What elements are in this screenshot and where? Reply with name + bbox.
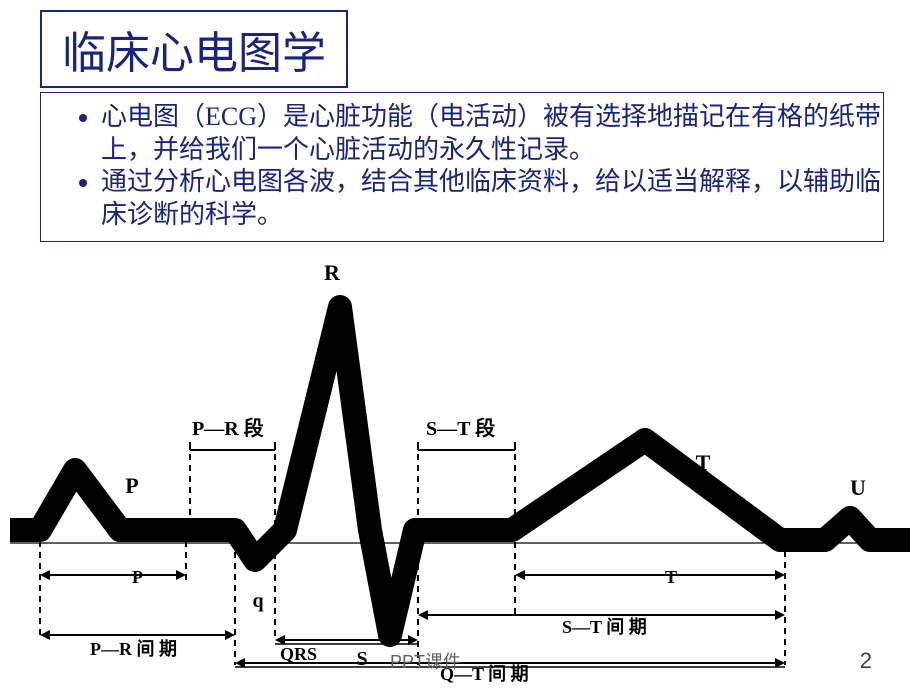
content-box: 心电图（ECG）是心脏功能（电活动）被有选择地描记在有格的纸带上，并给我们一个心… bbox=[40, 92, 884, 242]
svg-text:R: R bbox=[324, 260, 341, 285]
svg-text:q: q bbox=[252, 590, 263, 612]
title-box: 临床心电图学 bbox=[40, 10, 348, 88]
svg-text:S—T 段: S—T 段 bbox=[426, 416, 495, 440]
svg-text:P—R 段: P—R 段 bbox=[192, 416, 264, 440]
footer-label: PPT课件 bbox=[390, 648, 461, 674]
svg-text:U: U bbox=[850, 475, 866, 500]
svg-text:P: P bbox=[132, 567, 143, 587]
svg-text:QRS: QRS bbox=[280, 644, 317, 664]
page-number: 2 bbox=[860, 648, 872, 674]
svg-text:S: S bbox=[356, 648, 367, 670]
svg-text:S—T 间 期: S—T 间 期 bbox=[562, 617, 647, 637]
svg-text:P: P bbox=[125, 473, 138, 498]
bullet-item: 心电图（ECG）是心脏功能（电活动）被有选择地描记在有格的纸带上，并给我们一个心… bbox=[101, 101, 883, 166]
svg-text:T: T bbox=[696, 450, 711, 475]
bullet-item: 通过分析心电图各波，结合其他临床资料，给以适当解释，以辅助临床诊断的科学。 bbox=[101, 166, 883, 231]
ecg-diagram: RPTUqSP—R 段S—T 段PTP—R 间 期QRSS—T 间 期Q—T 间… bbox=[10, 255, 910, 685]
svg-text:T: T bbox=[665, 567, 677, 587]
bullet-list: 心电图（ECG）是心脏功能（电活动）被有选择地描记在有格的纸带上，并给我们一个心… bbox=[41, 101, 883, 231]
svg-text:P—R 间 期: P—R 间 期 bbox=[90, 639, 177, 659]
page-title: 临床心电图学 bbox=[62, 29, 326, 78]
